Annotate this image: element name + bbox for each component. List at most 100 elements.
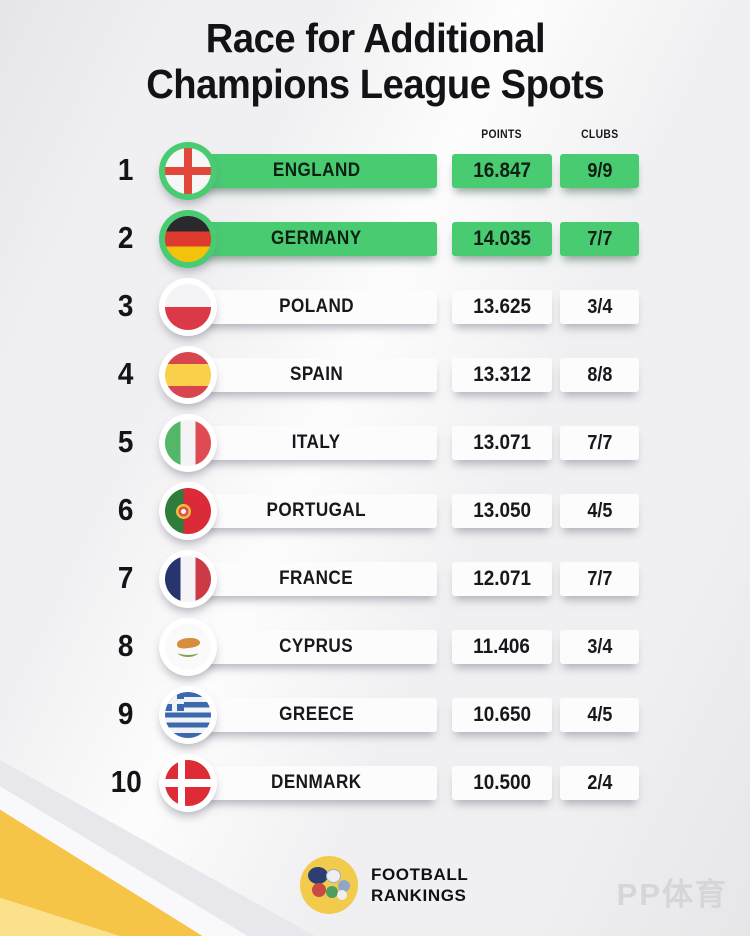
label: 7 <box>118 560 134 595</box>
label: 4 <box>118 356 134 391</box>
clubs-value: 3/4 <box>560 630 639 664</box>
table-row: 2 GERMANY 14.035 7/7 <box>0 205 750 273</box>
country-name-bar: PORTUGAL <box>196 494 437 528</box>
flag-ring <box>159 210 217 268</box>
flag-germany-icon <box>165 216 211 262</box>
label: ITALY <box>292 432 341 453</box>
flag-ring <box>159 754 217 812</box>
points-value: 13.071 <box>452 426 552 460</box>
rank-label: 8 <box>88 626 164 666</box>
points-value: 13.312 <box>452 358 552 392</box>
label: 2 <box>118 220 134 255</box>
label: 7/7 <box>586 567 613 590</box>
football-rankings-logo: FOOTBALL RANKINGS <box>300 856 468 914</box>
flag-ring <box>159 142 217 200</box>
table-row: 6 PORTUGAL 13.050 4/5 <box>0 477 750 545</box>
rank-label: 4 <box>88 354 164 394</box>
flag-greece-icon <box>165 692 211 738</box>
label: POLAND <box>279 296 354 317</box>
flag-ring <box>159 278 217 336</box>
label: 3/4 <box>586 635 613 658</box>
page-title-line1: Race for Additional <box>0 15 750 61</box>
label: DENMARK <box>271 772 362 793</box>
logo-text-line2: RANKINGS <box>371 886 467 905</box>
label: 3/4 <box>586 295 613 318</box>
country-name-bar: ITALY <box>196 426 437 460</box>
country-name-bar: POLAND <box>196 290 437 324</box>
table-row: 7 FRANCE 12.071 7/7 <box>0 545 750 613</box>
rank-label: 6 <box>88 490 164 530</box>
flag-denmark-icon <box>165 760 211 806</box>
rank-label: 7 <box>88 558 164 598</box>
label: 16.847 <box>473 159 531 182</box>
rank-label: 2 <box>88 218 164 258</box>
label: PORTUGAL <box>266 500 367 521</box>
label: 3 <box>118 288 134 323</box>
label: 7/7 <box>586 227 613 250</box>
label: GREECE <box>279 704 354 725</box>
label: 4/5 <box>586 499 613 522</box>
flag-poland-icon <box>165 284 211 330</box>
points-value: 12.071 <box>452 562 552 596</box>
points-value: 13.625 <box>452 290 552 324</box>
football-ball-icon <box>338 880 350 892</box>
rank-label: 3 <box>88 286 164 326</box>
table-row: 8 CYPRUS 11.406 3/4 <box>0 613 750 681</box>
flag-ring <box>159 550 217 608</box>
table-row: 9 GREECE 10.650 4/5 <box>0 681 750 749</box>
label: 7/7 <box>586 431 613 454</box>
flag-france-icon <box>165 556 211 602</box>
rank-label: 1 <box>88 150 164 190</box>
column-header-clubs-text: CLUBS <box>580 129 619 141</box>
page-title: Race for Additional Champions League Spo… <box>0 15 750 107</box>
clubs-value: 4/5 <box>560 494 639 528</box>
points-value: 10.500 <box>452 766 552 800</box>
label: SPAIN <box>289 364 344 385</box>
clubs-value: 7/7 <box>560 562 639 596</box>
country-name-bar: GERMANY <box>196 222 437 256</box>
label: GERMANY <box>271 228 362 249</box>
rank-label: 10 <box>88 762 164 802</box>
flag-cyprus-icon <box>165 624 211 670</box>
flag-ring <box>159 414 217 472</box>
flag-ring <box>159 482 217 540</box>
flag-portugal-icon <box>165 488 211 534</box>
football-ball-icon <box>308 867 328 884</box>
table-row: 1 ENGLAND 16.847 9/9 <box>0 137 750 205</box>
clubs-value: 8/8 <box>560 358 639 392</box>
clubs-value: 9/9 <box>560 154 639 188</box>
column-header-points: POINTS <box>452 129 552 141</box>
label: FRANCE <box>279 568 354 589</box>
label: 9 <box>118 696 134 731</box>
label: 8/8 <box>586 363 613 386</box>
label: ENGLAND <box>272 160 361 181</box>
label: 12.071 <box>473 567 531 590</box>
football-rankings-logo-text: FOOTBALL RANKINGS <box>371 864 468 906</box>
clubs-value: 3/4 <box>560 290 639 324</box>
label: 2/4 <box>586 771 613 794</box>
football-ball-icon <box>326 869 341 883</box>
clubs-value: 2/4 <box>560 766 639 800</box>
flag-ring <box>159 346 217 404</box>
flag-spain-icon <box>165 352 211 398</box>
label: 10.650 <box>473 703 531 726</box>
label: 14.035 <box>473 227 531 250</box>
points-value: 11.406 <box>452 630 552 664</box>
country-name-bar: ENGLAND <box>196 154 437 188</box>
country-name-bar: GREECE <box>196 698 437 732</box>
country-name-bar: SPAIN <box>196 358 437 392</box>
points-value: 10.650 <box>452 698 552 732</box>
points-value: 13.050 <box>452 494 552 528</box>
label: 13.071 <box>473 431 531 454</box>
column-header-clubs: CLUBS <box>560 129 639 141</box>
rank-label: 5 <box>88 422 164 462</box>
table-row: 5 ITALY 13.071 7/7 <box>0 409 750 477</box>
label: 13.312 <box>473 363 531 386</box>
flag-england-icon <box>165 148 211 194</box>
flag-italy-icon <box>165 420 211 466</box>
clubs-value: 4/5 <box>560 698 639 732</box>
label: 8 <box>118 628 134 663</box>
column-header-points-text: POINTS <box>481 129 523 141</box>
